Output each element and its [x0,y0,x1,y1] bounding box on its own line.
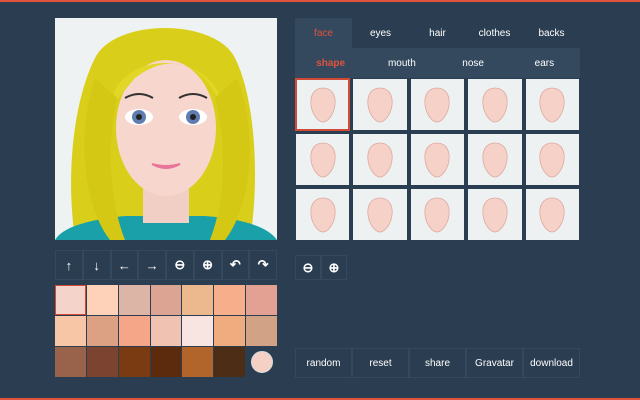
move-up-button[interactable]: ↑ [55,250,83,280]
face-shape-icon [424,197,451,232]
face-shape-icon [539,87,565,122]
color-swatch[interactable] [246,316,277,346]
random-button[interactable]: random [295,348,352,378]
zoom-out-icon: ⊖ [302,259,314,275]
grid-zoom-controls: ⊖ ⊕ [295,255,347,280]
color-swatch[interactable] [86,316,118,346]
face-shape-option[interactable] [524,78,580,131]
color-swatch[interactable] [182,347,214,377]
move-left-button[interactable]: ← [110,250,139,280]
subcategory-tabs: shape mouth nose ears [295,48,580,78]
custom-color-swatch [250,351,273,373]
zoom-out-icon: ⊖ [174,257,186,272]
move-down-button[interactable]: ↓ [82,250,111,280]
face-shape-icon [482,142,508,177]
tab-eyes[interactable]: eyes [369,27,392,39]
face-shape-option[interactable] [352,133,408,186]
face-shape-option[interactable] [467,188,523,241]
tab-hair[interactable]: hair [429,27,446,39]
subtab-shape[interactable]: shape [316,57,346,69]
face-shape-icon [424,87,451,122]
arrow-up-icon: ↑ [65,257,73,273]
color-swatch[interactable] [214,316,246,346]
face-shape-option[interactable] [524,188,580,241]
rotate-left-button[interactable]: ↶ [221,250,250,280]
face-shape-icon [367,87,393,122]
face-shape-icon [482,197,508,232]
face-shape-option[interactable] [295,78,351,131]
tab-clothes[interactable]: clothes [478,27,511,39]
zoom-out-button[interactable]: ⊖ [295,255,321,280]
color-swatch[interactable] [118,285,150,315]
arrow-right-icon: → [145,257,159,273]
action-buttons: random reset share Gravatar download [295,348,580,378]
download-button[interactable]: download [523,348,580,378]
tab-face[interactable]: face [295,18,352,48]
color-swatch[interactable] [150,316,182,346]
skin-color-palette [55,285,277,377]
face-shape-option[interactable] [467,133,523,186]
face-shape-icon [367,197,393,232]
face-shape-icon [482,87,508,122]
color-swatch[interactable] [86,285,118,315]
zoom-in-icon: ⊕ [328,259,340,275]
color-swatch[interactable] [150,285,182,315]
color-swatch[interactable] [182,285,214,315]
color-swatch[interactable] [118,347,150,377]
face-shape-option[interactable] [295,188,351,241]
gravatar-button[interactable]: Gravatar [466,348,523,378]
color-swatch[interactable] [182,316,214,346]
color-swatch[interactable] [118,316,150,346]
top-border [0,0,640,2]
category-tabs: face eyes hair clothes backs [295,18,580,48]
rotate-right-button[interactable]: ↷ [249,250,277,280]
subtab-nose[interactable]: nose [462,57,484,69]
face-shape-icon [539,142,565,177]
color-swatch[interactable] [55,285,86,315]
transform-controls: ↑ ↓ ← → ⊖ ⊕ ↶ ↷ [55,250,277,280]
zoom-in-button[interactable]: ⊕ [321,255,347,280]
reset-button[interactable]: reset [352,348,409,378]
color-swatch[interactable] [214,285,246,315]
face-shape-icon [310,87,336,122]
zoom-in-button[interactable]: ⊕ [193,250,222,280]
color-swatch[interactable] [214,347,246,377]
avatar-preview [55,18,277,240]
face-shape-icon [424,142,451,177]
arrow-down-icon: ↓ [93,257,100,273]
color-swatch[interactable] [246,285,277,315]
face-shape-icon [310,142,336,177]
zoom-out-button[interactable]: ⊖ [166,250,194,280]
rotate-right-icon: ↷ [257,257,269,272]
face-shape-option[interactable] [352,188,408,241]
color-swatch[interactable] [86,347,118,377]
face-shape-icon [310,197,336,232]
face-shape-option[interactable] [295,133,351,186]
face-shape-icon [367,142,393,177]
face-shape-option[interactable] [409,188,466,241]
face-shape-option[interactable] [409,133,466,186]
subtab-ears[interactable]: ears [534,57,555,69]
rotate-left-icon: ↶ [229,257,241,272]
face-shape-option[interactable] [524,133,580,186]
share-button[interactable]: share [409,348,466,378]
face-shape-icon [539,197,565,232]
shape-options-grid [295,78,580,241]
arrow-left-icon: ← [117,257,131,273]
color-swatch[interactable] [55,316,86,346]
color-swatch[interactable] [55,347,86,377]
face-shape-option[interactable] [409,78,466,131]
move-right-button[interactable]: → [138,250,166,280]
color-swatch[interactable] [150,347,182,377]
tab-backs[interactable]: backs [538,27,565,39]
bottom-border [0,398,640,400]
custom-color-picker[interactable] [246,347,277,377]
zoom-in-icon: ⊕ [202,257,214,272]
face-shape-option[interactable] [467,78,523,131]
face-shape-option[interactable] [352,78,408,131]
subtab-mouth[interactable]: mouth [387,57,416,69]
